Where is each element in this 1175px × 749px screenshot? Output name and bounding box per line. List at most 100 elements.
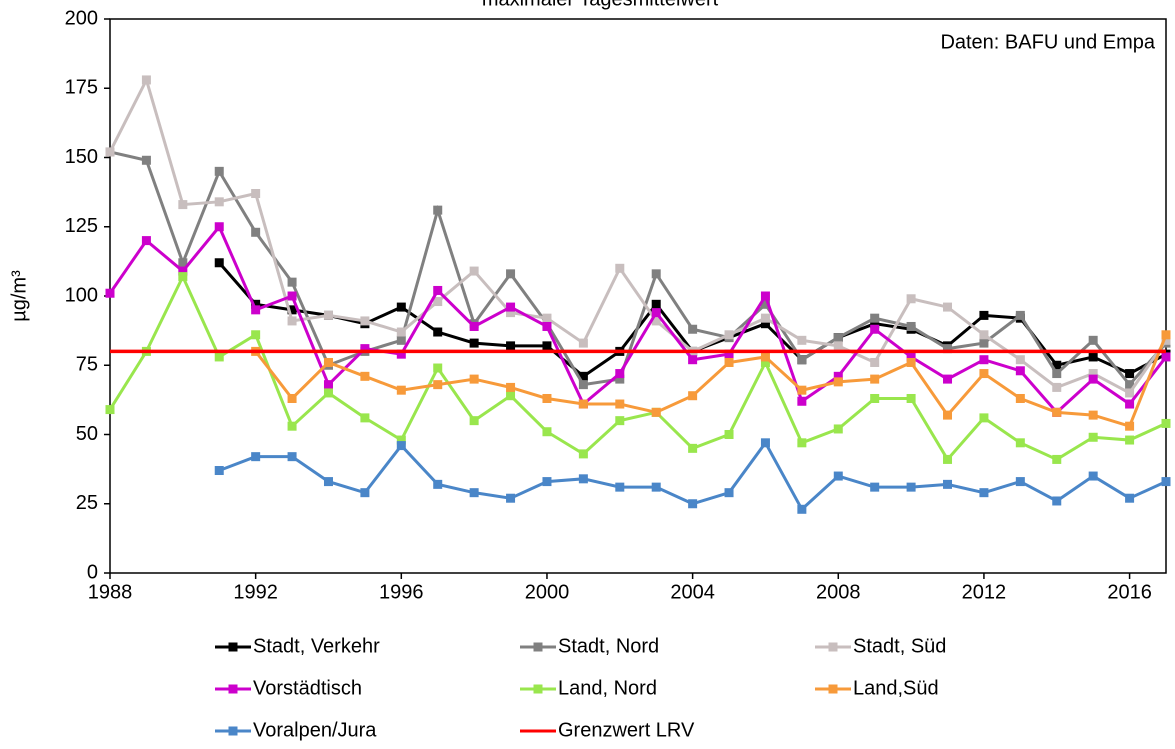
point <box>433 327 443 337</box>
point <box>724 430 734 439</box>
point <box>870 313 880 323</box>
point <box>251 227 261 237</box>
y-tick-label: 0 <box>87 561 98 583</box>
point <box>1052 407 1062 417</box>
series-line <box>108 223 1168 415</box>
point <box>906 321 916 331</box>
point <box>724 330 734 340</box>
point <box>214 352 224 362</box>
point <box>1088 471 1098 481</box>
point <box>833 333 843 343</box>
point <box>833 471 843 481</box>
point <box>396 441 406 451</box>
point <box>469 374 479 384</box>
point <box>323 310 333 320</box>
point <box>469 338 479 348</box>
point <box>943 479 953 489</box>
point <box>360 413 370 423</box>
legend-marker <box>533 642 543 652</box>
point <box>396 335 406 345</box>
point <box>1125 380 1135 390</box>
point <box>651 407 661 417</box>
legend-label: Voralpen/Jura <box>253 719 377 741</box>
point <box>542 321 552 331</box>
point <box>141 236 151 246</box>
point <box>287 421 297 431</box>
point <box>542 477 552 487</box>
x-tick-label: 1988 <box>88 581 133 603</box>
point <box>979 355 989 365</box>
point <box>797 335 807 345</box>
point <box>323 380 333 390</box>
point <box>214 197 224 207</box>
y-tick-label: 75 <box>76 354 98 376</box>
legend-label: Land,Süd <box>853 677 939 699</box>
point <box>979 330 989 340</box>
point <box>433 479 443 489</box>
point <box>1088 410 1098 420</box>
point <box>178 266 188 276</box>
y-tick-label: 100 <box>65 284 98 306</box>
point <box>469 266 479 276</box>
x-tick-label: 2008 <box>816 581 861 603</box>
point <box>833 341 843 351</box>
point <box>979 310 989 320</box>
point <box>870 393 880 403</box>
point <box>105 405 115 415</box>
point <box>251 189 261 199</box>
series-line <box>108 273 1167 462</box>
point <box>506 269 516 279</box>
point <box>1161 418 1171 428</box>
x-tick-label: 1996 <box>379 581 424 603</box>
point <box>1088 374 1098 384</box>
point <box>506 391 516 401</box>
point <box>651 316 661 326</box>
point <box>1161 330 1171 340</box>
point <box>724 349 734 359</box>
point <box>433 363 443 373</box>
point <box>251 452 261 462</box>
point <box>979 488 989 498</box>
annotation: Daten: BAFU und Empa <box>940 31 1155 53</box>
point <box>615 399 625 409</box>
point <box>651 482 661 492</box>
point <box>1052 369 1062 379</box>
point <box>433 380 443 390</box>
point <box>870 374 880 384</box>
point <box>360 316 370 326</box>
legend-label: Stadt, Nord <box>558 635 659 657</box>
point <box>1015 366 1025 376</box>
point <box>870 319 880 329</box>
point <box>615 416 625 426</box>
point <box>870 357 880 367</box>
point <box>323 357 333 367</box>
y-tick-label: 150 <box>65 146 98 168</box>
legend-marker <box>228 684 238 694</box>
point <box>870 324 880 334</box>
point <box>578 474 588 484</box>
point <box>506 308 516 318</box>
point <box>506 341 516 351</box>
point <box>105 147 115 157</box>
point <box>287 305 297 315</box>
point <box>323 388 333 398</box>
point <box>214 466 224 476</box>
point <box>688 355 698 365</box>
x-tick-label: 1992 <box>233 581 278 603</box>
point <box>906 482 916 492</box>
point <box>287 316 297 326</box>
x-tick-label: 2016 <box>1107 581 1152 603</box>
point <box>979 369 989 379</box>
point <box>287 393 297 403</box>
point <box>651 299 661 309</box>
point <box>979 338 989 348</box>
point <box>1161 335 1171 345</box>
point <box>251 330 261 340</box>
point <box>542 313 552 323</box>
legend-label: Land, Nord <box>558 677 657 699</box>
point <box>760 352 770 362</box>
point <box>760 299 770 309</box>
point <box>1125 435 1135 445</box>
point <box>833 377 843 387</box>
point <box>833 371 843 381</box>
